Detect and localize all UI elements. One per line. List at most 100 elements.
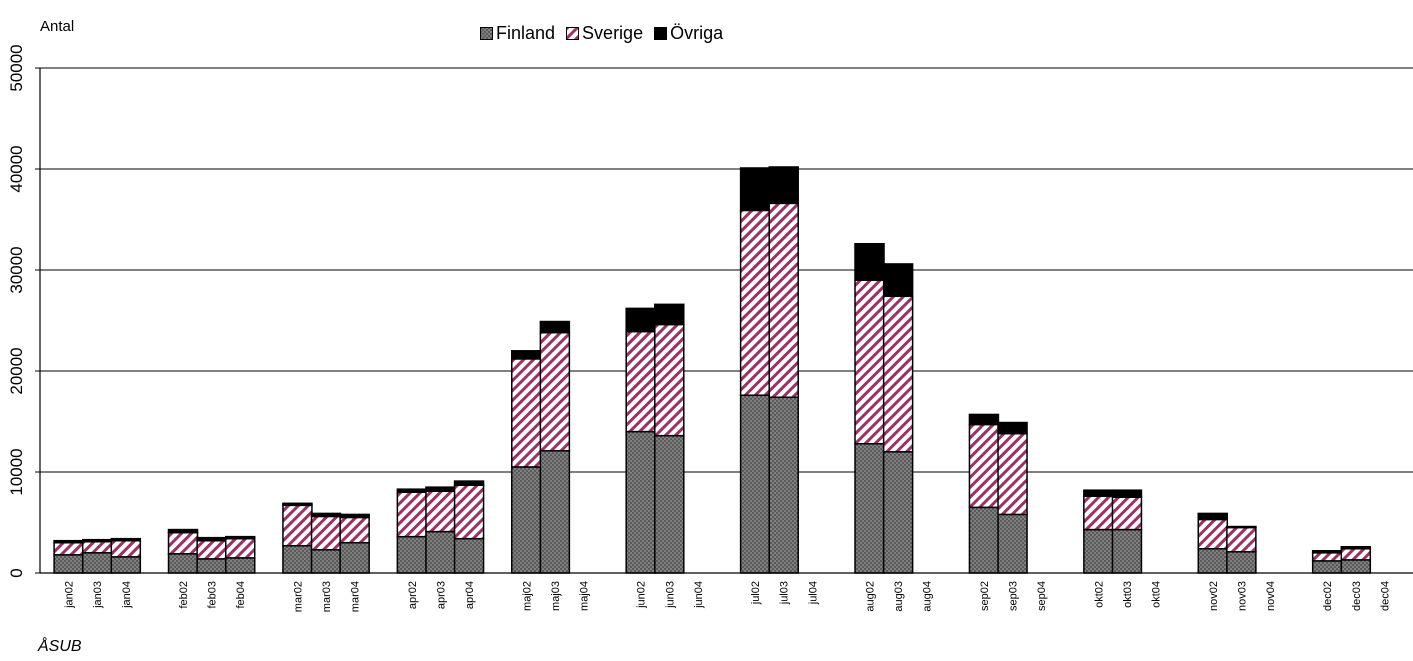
x-tick-label: sep04 <box>1036 581 1048 611</box>
x-tick-label: aug04 <box>922 581 934 612</box>
bar-finland-sep03 <box>997 513 1028 574</box>
bar-sverige-jun02 <box>625 330 656 433</box>
bar-ovriga-sep03 <box>997 421 1028 435</box>
x-tick-label: aug02 <box>865 581 877 612</box>
bar-ovriga-apr02 <box>396 488 428 493</box>
bar-ovriga-dec03 <box>1340 545 1372 550</box>
legend-label-ovriga: Övriga <box>670 23 724 43</box>
bar-ovriga-mar04 <box>339 513 370 519</box>
x-tick-label: jun03 <box>664 581 676 609</box>
bar-finland-mar03 <box>310 549 342 574</box>
bar-ovriga-jan03 <box>81 538 113 543</box>
x-tick-label: okt03 <box>1122 581 1134 608</box>
bar-ovriga-jun02 <box>625 307 656 333</box>
x-tick-label: dec03 <box>1351 581 1363 611</box>
legend-item-ovriga: Övriga <box>654 23 723 44</box>
bar-finland-aug02 <box>854 442 885 574</box>
bar-ovriga-feb04 <box>224 535 256 540</box>
legend-swatch-finland <box>480 27 493 40</box>
bar-finland-jan02 <box>53 554 84 574</box>
x-tick-label: feb03 <box>207 581 219 609</box>
bar-ovriga-okt03 <box>1111 489 1143 498</box>
legend-swatch-ovriga <box>654 27 668 40</box>
bar-finland-jun03 <box>654 434 685 574</box>
x-tick-label: dec04 <box>1379 581 1391 611</box>
bar-finland-sep02 <box>968 506 1000 574</box>
x-tick-label: maj03 <box>550 581 562 611</box>
x-tick-label: feb02 <box>178 581 190 609</box>
bar-sverige-sep02 <box>968 423 1000 509</box>
x-tick-label: jan02 <box>64 581 76 609</box>
legend-label-finland: Finland <box>496 23 556 43</box>
legend-swatch-sverige <box>566 27 580 40</box>
bar-finland-aug03 <box>882 451 914 574</box>
bar-ovriga-maj03 <box>539 320 571 334</box>
bar-ovriga-nov02 <box>1197 512 1229 521</box>
bar-sverige-apr04 <box>453 484 485 540</box>
bar-sverige-dec02 <box>1311 552 1343 562</box>
bar-finland-dec02 <box>1311 560 1343 574</box>
bar-finland-apr02 <box>396 535 428 574</box>
bar-finland-jun02 <box>625 430 656 574</box>
bar-finland-mar04 <box>339 541 370 574</box>
bar-finland-jul03 <box>768 396 799 574</box>
bar-sverige-maj02 <box>511 358 542 468</box>
bar-ovriga-jul02 <box>739 167 771 212</box>
bar-finland-nov03 <box>1226 551 1257 574</box>
bar-sverige-jul02 <box>739 209 771 396</box>
x-tick-label: jun04 <box>693 581 705 609</box>
bar-sverige-feb03 <box>196 539 227 560</box>
bar-ovriga-feb03 <box>196 536 227 542</box>
bar-ovriga-sep02 <box>968 413 1000 426</box>
y-tick-label: 0 <box>7 568 26 577</box>
bar-ovriga-apr03 <box>425 486 456 492</box>
bar-sverige-jan03 <box>81 540 113 554</box>
bar-ovriga-okt02 <box>1083 489 1114 497</box>
bar-ovriga-jan02 <box>53 539 84 544</box>
bar-sverige-mar03 <box>310 515 342 551</box>
bar-finland-jul02 <box>739 394 771 574</box>
bar-finland-okt02 <box>1083 528 1114 574</box>
x-tick-label: mar04 <box>350 581 362 612</box>
bar-sverige-aug02 <box>854 279 885 445</box>
x-tick-label: mar02 <box>292 581 304 612</box>
y-tick-label: 40000 <box>7 145 26 192</box>
x-tick-label: mar03 <box>321 581 333 612</box>
bar-ovriga-apr04 <box>453 480 485 486</box>
bar-finland-okt03 <box>1111 528 1143 574</box>
bar-sverige-sep03 <box>997 432 1028 516</box>
bar-sverige-okt02 <box>1083 495 1114 531</box>
bar-ovriga-aug03 <box>882 263 914 298</box>
bar-sverige-okt03 <box>1111 496 1143 531</box>
x-tick-label: okt02 <box>1093 581 1105 608</box>
y-tick-label: 10000 <box>7 448 26 495</box>
bar-finland-feb02 <box>167 553 199 574</box>
bar-ovriga-mar02 <box>282 502 313 507</box>
y-tick-label: 50000 <box>7 44 26 91</box>
bar-ovriga-maj02 <box>511 350 542 360</box>
bar-sverige-nov03 <box>1226 526 1257 553</box>
x-tick-label: apr02 <box>407 581 419 609</box>
x-tick-label: nov02 <box>1208 581 1220 611</box>
x-tick-label: jun02 <box>636 581 648 609</box>
bar-sverige-feb02 <box>167 531 199 555</box>
bar-sverige-apr03 <box>425 490 456 533</box>
bar-finland-maj03 <box>539 450 571 574</box>
bar-sverige-jan02 <box>53 541 84 556</box>
bar-ovriga-mar03 <box>310 512 342 518</box>
y-tick-label: 30000 <box>7 246 26 293</box>
bar-sverige-nov02 <box>1197 518 1229 550</box>
bar-ovriga-jul03 <box>768 166 799 205</box>
x-tick-label: okt04 <box>1151 581 1163 608</box>
bar-finland-feb03 <box>196 558 227 574</box>
bar-sverige-aug03 <box>882 295 914 453</box>
x-tick-label: sep02 <box>979 581 991 611</box>
bar-ovriga-dec02 <box>1311 550 1343 554</box>
bar-finland-apr03 <box>425 530 456 574</box>
x-tick-label: jan03 <box>92 581 104 609</box>
x-tick-label: dec02 <box>1322 581 1334 611</box>
bar-ovriga-aug02 <box>854 242 885 281</box>
bar-sverige-apr02 <box>396 491 428 538</box>
